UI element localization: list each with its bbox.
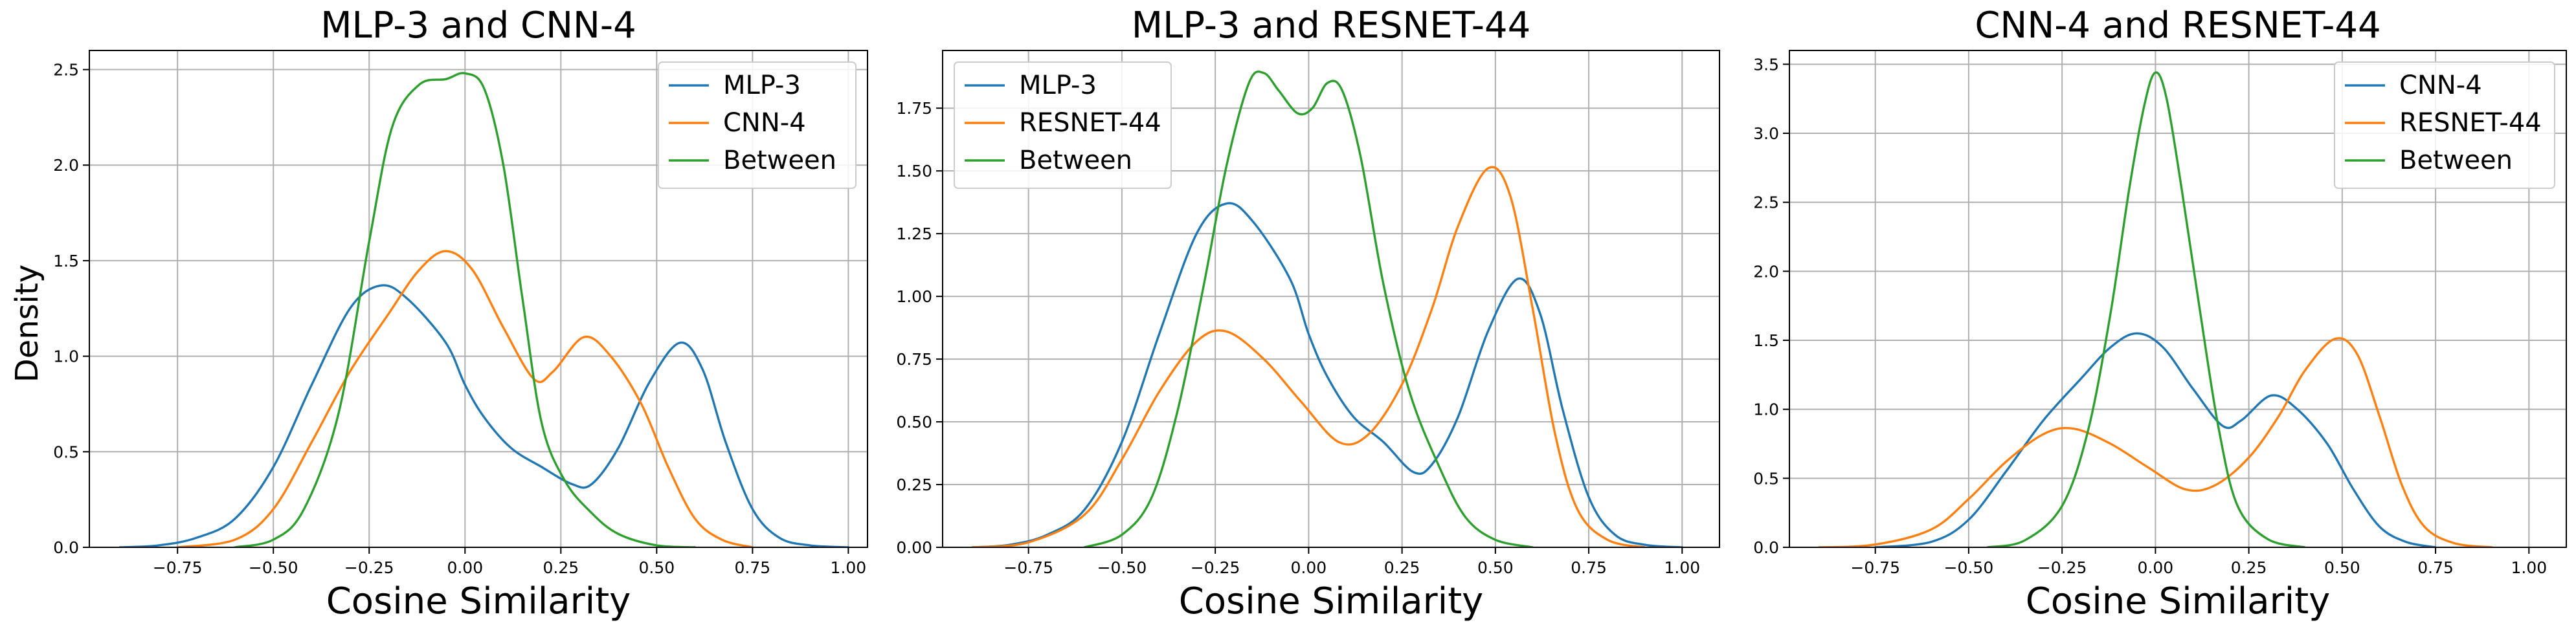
x-tick-label: 1.00: [1664, 558, 1700, 577]
y-tick-label: 2.0: [53, 156, 79, 175]
x-tick-label: −0.75: [153, 558, 203, 577]
x-tick-label: 0.75: [735, 558, 771, 577]
x-tick-label: 0.25: [1384, 558, 1420, 577]
x-axis-label: Cosine Similarity: [2026, 580, 2331, 622]
y-tick-label: 0.0: [1753, 538, 1779, 557]
x-tick-label: 0.00: [1291, 558, 1327, 577]
y-tick-label: 0.50: [896, 413, 932, 432]
chart-panel-1: −0.75 −0.50 −0.25 0.00 0.25 0.50 0.75 1.00 0.0 0.…: [53, 5, 868, 622]
chart-panel-3: −0.75 −0.50 −0.25 0.00 0.25 0.50 0.75 1.00 0.0 0.…: [1753, 5, 2567, 622]
x-tick-label: 0.50: [1477, 558, 1514, 577]
chart-panel-2: −0.75 −0.50 −0.25 0.00 0.25 0.50 0.75 1.00 0.00 0…: [896, 5, 1720, 622]
y-tick-label: 0.25: [896, 476, 932, 494]
y-tick-label: 0.00: [896, 538, 932, 557]
y-tick-label: 3.0: [1753, 124, 1779, 143]
y-tick-label: 0.5: [53, 443, 79, 461]
series-line-mlp-3: [118, 284, 850, 547]
axes-frame: [1789, 50, 2567, 548]
legend-label: MLP-3: [723, 71, 801, 100]
y-tick-label: 1.0: [53, 347, 79, 366]
chart-title: MLP-3 and CNN-4: [320, 5, 636, 47]
axes-frame: [89, 50, 868, 548]
series-line-resnet-44: [1818, 337, 2493, 547]
x-tick-label: 0.50: [638, 558, 675, 577]
y-tick-label: 2.5: [53, 61, 79, 80]
y-tick-label: 1.00: [896, 287, 932, 306]
x-axis-label: Cosine Similarity: [1179, 580, 1484, 622]
x-tick-label: 0.00: [2138, 558, 2174, 577]
x-tick-label: 1.00: [831, 558, 867, 577]
legend-label: Between: [1019, 146, 1132, 175]
x-tick-label: 0.75: [1571, 558, 1607, 577]
y-tick-label: 1.50: [896, 162, 932, 180]
x-tick-label: 0.50: [2324, 558, 2360, 577]
y-tick-label: 1.5: [53, 252, 79, 270]
series-line-cnn-4: [176, 250, 754, 547]
x-tick-label: 1.00: [2511, 558, 2547, 577]
legend: MLP-3 RESNET-44 Between: [954, 61, 1172, 189]
series-line-cnn-4: [1874, 332, 2437, 547]
series-line-between: [1083, 70, 1534, 547]
legend: MLP-3 CNN-4 Between: [658, 61, 857, 189]
series-line-resnet-44: [971, 166, 1646, 547]
series-line-mlp-3: [971, 202, 1683, 547]
legend-label: CNN-4: [723, 108, 806, 138]
x-tick-label: 0.25: [543, 558, 579, 577]
y-tick-label: 2.0: [1753, 262, 1779, 281]
x-tick-label: −0.75: [1850, 558, 1900, 577]
axes-frame: [942, 50, 1720, 548]
x-tick-label: −0.50: [1097, 558, 1147, 577]
x-tick-label: −0.50: [249, 558, 298, 577]
series-line-between: [1986, 71, 2306, 547]
y-tick-label: 0.0: [53, 538, 79, 557]
x-tick-label: −0.50: [1944, 558, 1994, 577]
y-tick-label: 0.75: [896, 350, 932, 369]
legend-box: [658, 61, 857, 189]
figure-ylabel: Density: [9, 265, 45, 382]
chart-title: CNN-4 and RESNET-44: [1975, 5, 2380, 47]
legend-label: MLP-3: [1019, 71, 1097, 100]
x-tick-label: −0.25: [1191, 558, 1240, 577]
x-tick-label: −0.25: [2037, 558, 2087, 577]
x-axis-label: Cosine Similarity: [326, 580, 631, 622]
y-tick-label: 1.25: [896, 224, 932, 243]
x-tick-label: 0.75: [2417, 558, 2454, 577]
x-tick-label: 0.00: [447, 558, 483, 577]
legend: CNN-4 RESNET-44 Between: [2334, 61, 2555, 189]
y-tick-label: 3.5: [1753, 55, 1779, 74]
legend-label: CNN-4: [2399, 71, 2482, 100]
y-tick-label: 1.75: [896, 99, 932, 118]
legend-box: [2334, 61, 2555, 189]
series-line-between: [234, 72, 697, 547]
y-tick-label: 1.5: [1753, 331, 1779, 350]
chart-title: MLP-3 and RESNET-44: [1132, 5, 1531, 47]
x-tick-label: −0.75: [1003, 558, 1053, 577]
legend-label: Between: [723, 146, 836, 175]
x-tick-label: −0.25: [344, 558, 394, 577]
y-tick-label: 0.5: [1753, 469, 1779, 488]
x-tick-label: 0.25: [2231, 558, 2267, 577]
legend-label: RESNET-44: [2399, 108, 2542, 138]
legend-label: RESNET-44: [1019, 108, 1161, 138]
y-tick-label: 1.0: [1753, 400, 1779, 419]
y-tick-label: 2.5: [1753, 193, 1779, 212]
legend-box: [954, 61, 1172, 189]
legend-label: Between: [2399, 146, 2513, 175]
